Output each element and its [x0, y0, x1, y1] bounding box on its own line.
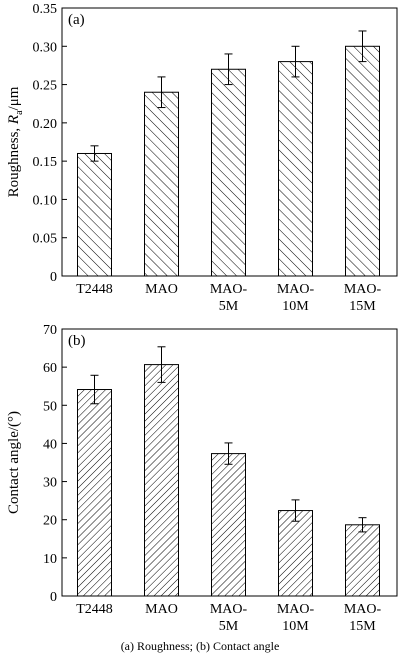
y-tick-label: 0.10	[33, 193, 58, 208]
y-tick-label: 0.20	[33, 117, 58, 132]
error-bar	[358, 30, 367, 63]
x-tick-label: MAO	[145, 282, 178, 297]
error-bar	[90, 145, 99, 162]
bar	[144, 364, 179, 597]
y-axis-label: Contact angle/(°)	[6, 411, 22, 514]
roughness-chart: 0 0.05 0.10 0.15 0.20 0.25 0.30 0.35 T2448 MAO MAO…	[6, 2, 398, 314]
y-tick-label: 0.05	[33, 232, 58, 247]
error-bar	[90, 374, 99, 405]
bar	[77, 152, 112, 277]
panel-label: (b)	[68, 333, 86, 349]
x-tick-label: MAO-10M	[277, 282, 315, 314]
error-bar	[358, 517, 367, 533]
y-tick-label: 30	[43, 476, 57, 491]
bar	[211, 453, 246, 597]
x-tick-label: T2448	[76, 602, 113, 617]
y-tick-label: 20	[43, 514, 57, 529]
error-bar	[291, 45, 300, 78]
y-tick-label: 0.15	[33, 155, 58, 170]
x-tick-label: MAO-5M	[210, 282, 248, 314]
error-bar	[157, 346, 166, 383]
contact-angle-chart: 0 10 20 30 40 50 60 70 T2448 MAO MAO-5M MAO-10M MAO-…	[6, 323, 398, 634]
bar	[345, 45, 380, 277]
y-tick-label: 50	[43, 399, 57, 414]
error-bar	[291, 499, 300, 522]
y-tick-label: 10	[43, 552, 57, 567]
panel-label: (a)	[68, 12, 85, 28]
bar	[77, 389, 112, 597]
bar	[144, 91, 179, 277]
bar	[278, 510, 313, 597]
figure-caption: (a) Roughness; (b) Contact angle	[120, 639, 280, 653]
x-tick-label: MAO	[145, 602, 178, 617]
y-tick-label: 40	[43, 437, 57, 452]
y-axis-label: Roughness, Ra/μm	[6, 86, 25, 197]
error-bar	[224, 442, 233, 465]
y-tick-label: 70	[43, 323, 57, 338]
x-tick-label: MAO-15M	[344, 282, 382, 314]
y-tick-label: 0.35	[33, 2, 58, 17]
x-tick-label: MAO-15M	[344, 602, 382, 634]
y-tick-label: 0.25	[33, 79, 58, 94]
y-tick-label: 60	[43, 361, 57, 376]
y-tick-label: 0	[50, 590, 57, 605]
x-tick-label: T2448	[76, 282, 113, 297]
x-tick-label: MAO-5M	[210, 602, 248, 634]
y-tick-label: 0	[50, 270, 57, 285]
bar	[278, 61, 313, 277]
bar	[211, 68, 246, 277]
bar	[345, 524, 380, 597]
y-tick-label: 0.30	[33, 40, 58, 55]
error-bar	[224, 53, 233, 86]
error-bar	[157, 76, 166, 109]
x-tick-label: MAO-10M	[277, 602, 315, 634]
